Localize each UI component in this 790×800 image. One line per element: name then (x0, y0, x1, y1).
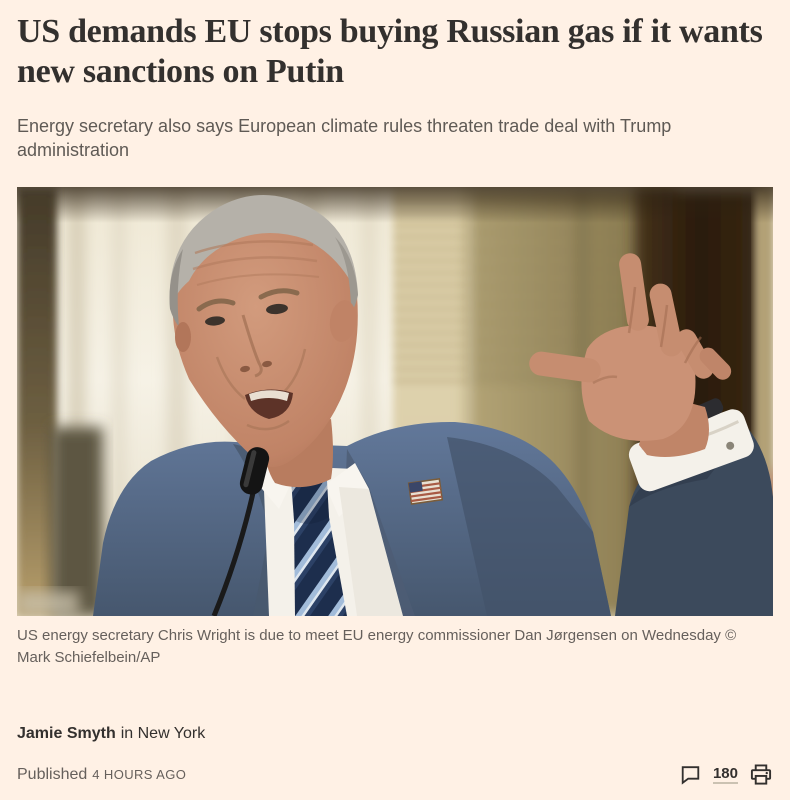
standfirst: Energy secretary also says European clim… (17, 116, 672, 161)
teeth (249, 390, 289, 402)
raised-hand-and-arm (529, 253, 773, 617)
article-meta-row: Published 4 HOURS AGO 180 (17, 763, 773, 786)
photo-caption: US energy secretary Chris Wright is due … (17, 627, 737, 666)
suit-shadow (447, 437, 611, 617)
byline-author[interactable]: Jamie Smyth (17, 725, 116, 743)
left-column (17, 187, 57, 617)
article-photo-illustration (17, 187, 773, 617)
ear-left (329, 300, 357, 343)
hair-side-left (169, 249, 183, 328)
byline-location: in New York (120, 725, 206, 743)
comment-icon (681, 765, 700, 785)
hair-side-right (335, 237, 358, 314)
published-timestamp: Published 4 HOURS AGO (17, 766, 186, 784)
article-photo (17, 187, 773, 617)
published-label: Published (17, 765, 88, 783)
face-features (192, 240, 320, 431)
page-title: US demands EU stops buying Russian gas i… (17, 13, 763, 91)
finger-pinky (699, 348, 732, 381)
comments-count[interactable]: 180 (712, 765, 738, 785)
top-shadow (17, 187, 773, 224)
person-chris-wright (93, 195, 611, 617)
published-time: 4 HOURS AGO (92, 766, 187, 782)
finger-ring (676, 329, 714, 380)
face (172, 200, 358, 468)
print-button[interactable] (749, 763, 773, 786)
byline: Jamie Smyth in New York (17, 725, 773, 743)
us-flag-lapel-pin (407, 478, 444, 506)
microphone (211, 447, 270, 617)
comments-button[interactable] (679, 764, 702, 786)
tie (291, 475, 347, 617)
ear-right (175, 322, 191, 353)
hair (169, 195, 358, 310)
article-figure: US energy secretary Chris Wright is due … (17, 187, 773, 668)
thumb (529, 352, 601, 383)
shirt-right-panel (339, 487, 403, 617)
article-actions: 180 (679, 763, 773, 786)
table-edge (17, 591, 79, 617)
printer-icon (750, 764, 772, 785)
left-dark-band (51, 427, 103, 617)
